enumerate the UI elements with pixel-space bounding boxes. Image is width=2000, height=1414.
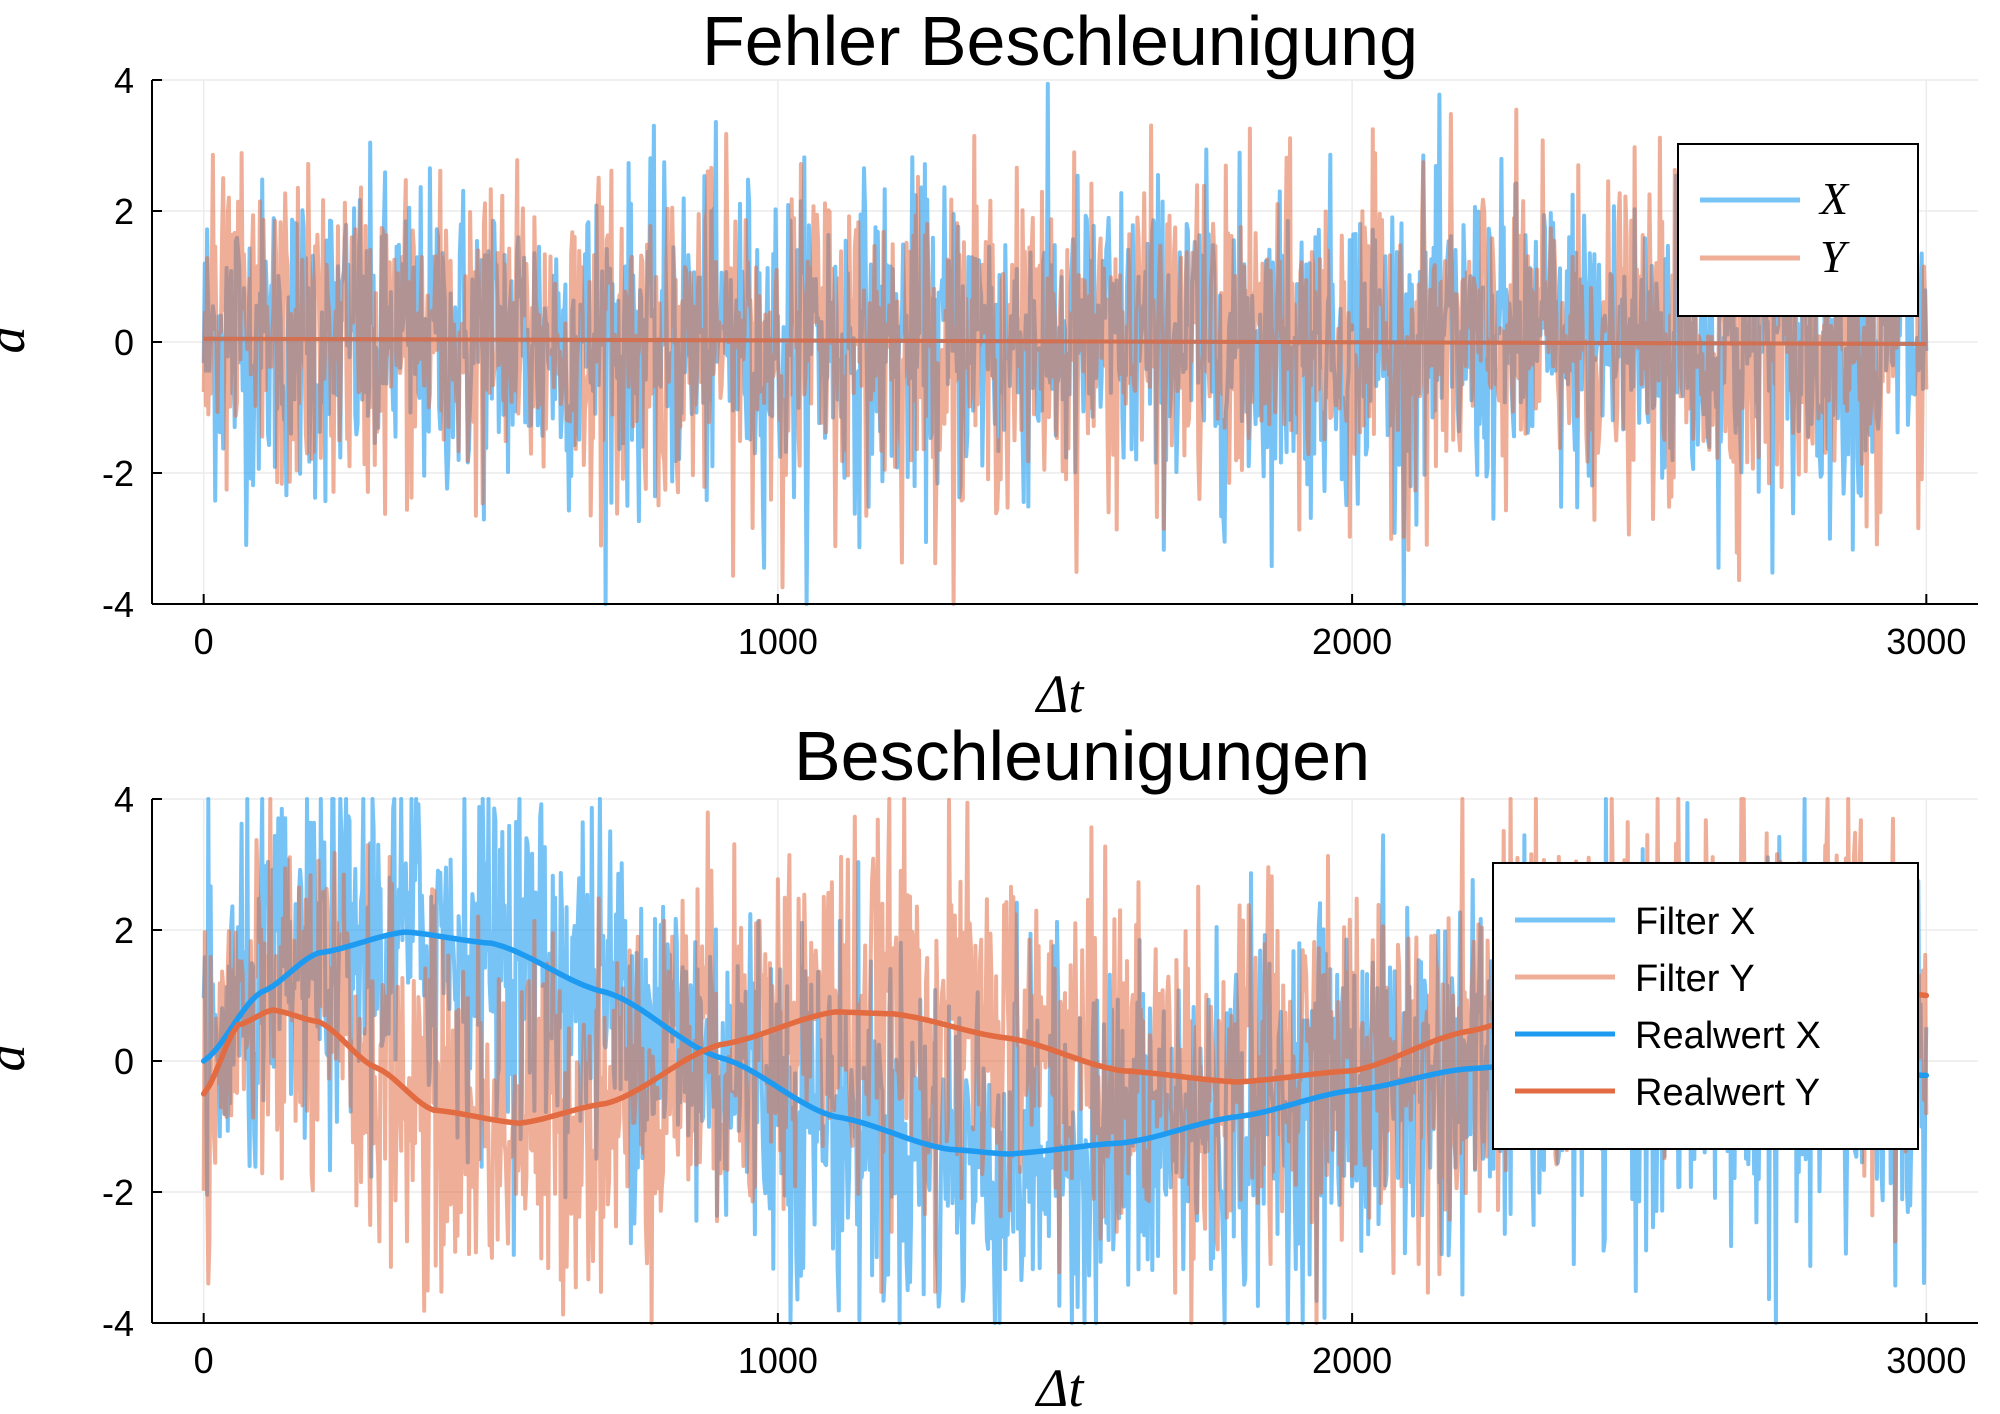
chart-panel-2: Beschleunigungen 0 1000 2000 3000 -4 -2 0 2 4 Δt… [0, 717, 1978, 1414]
chart-1-xtick-label: 1000 [738, 621, 818, 662]
chart-2-legend-label: Realwert X [1635, 1015, 1821, 1057]
chart-2-ytick-label: -4 [102, 1303, 134, 1344]
chart-1-ylabel: a [0, 327, 36, 354]
chart-2-legend-label: Filter X [1635, 901, 1755, 943]
chart-2-legend-box [1492, 862, 1919, 1150]
chart-1-xlabel: Δt [1035, 664, 1086, 724]
chart-1-ytick-label: 0 [114, 322, 134, 363]
chart-2-legend: Filter X Filter Y Realwert X Realwert Y [1492, 862, 1919, 1150]
chart-2-xtick-label: 2000 [1312, 1340, 1392, 1381]
chart-panel-1: Fehler Beschleunigung 0 1000 2000 3000-4-20… [0, 2, 1978, 724]
chart-2-ytick-label: 2 [114, 910, 134, 951]
chart-1-plot-area [201, 81, 1929, 606]
chart-1-mean-y [203, 336, 1927, 346]
chart-2-xtick-label: 0 [194, 1340, 214, 1381]
chart-1-axes: 0 1000 2000 3000 -4 -2 0 2 4 [102, 60, 1978, 662]
chart-2-ytick-label: 4 [114, 779, 134, 820]
chart-2-ytick-label: 0 [114, 1041, 134, 1082]
chart-1-ytick-label: -4 [102, 584, 134, 625]
chart-1-ytick-label: 4 [114, 60, 134, 101]
chart-1-legend: XY [1677, 143, 1919, 317]
chart-2-ytick-label: -2 [102, 1172, 134, 1213]
chart-2-ylabel: a [0, 1045, 36, 1072]
chart-1-series-y [201, 107, 1929, 606]
chart-1-line-y [201, 107, 1929, 606]
chart-1-xtick-label: 2000 [1312, 621, 1392, 662]
chart-2-xlabel: Δt [1035, 1358, 1086, 1414]
chart-1-xtick-label: 3000 [1886, 621, 1966, 662]
chart-2-title: Beschleunigungen [794, 717, 1370, 795]
chart-2-legend-label: Realwert Y [1635, 1072, 1820, 1114]
chart-2-xtick-label: 3000 [1886, 1340, 1966, 1381]
chart-1-legend-box [1677, 143, 1919, 317]
chart-1-legend-label: Y [1820, 231, 1850, 282]
chart-1-ytick-label: 2 [114, 191, 134, 232]
chart-2-legend-label: Filter Y [1635, 958, 1755, 1000]
chart-2-axes: 0 1000 2000 3000 -4 -2 0 2 4 [102, 779, 1978, 1381]
chart-2-xtick-label: 1000 [738, 1340, 818, 1381]
chart-1-xtick-label: 0 [194, 621, 214, 662]
chart-1-title: Fehler Beschleunigung [702, 2, 1418, 80]
chart-1-legend-label: X [1818, 173, 1850, 224]
chart-1-ytick-label: -2 [102, 453, 134, 494]
